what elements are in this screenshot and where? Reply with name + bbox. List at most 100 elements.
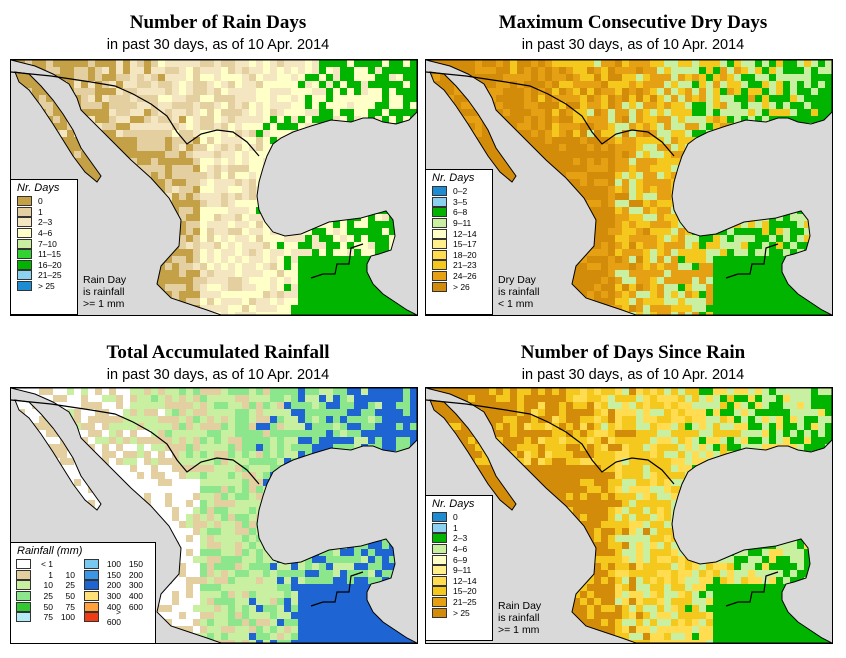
note-line: >= 1 mm bbox=[83, 298, 125, 310]
legend-range-high: 75 bbox=[65, 601, 75, 612]
note-line: is rainfall bbox=[498, 286, 540, 298]
legend-swatch bbox=[16, 569, 31, 580]
legend-range-low: 150 bbox=[106, 569, 121, 580]
map-canvas bbox=[426, 60, 832, 315]
legend-swatch bbox=[432, 597, 447, 608]
legend-label: 0–2 bbox=[453, 186, 468, 197]
legend-entry: 150 200 bbox=[84, 569, 152, 581]
legend-swatch bbox=[17, 238, 32, 249]
note-line: Rain Day bbox=[498, 600, 542, 612]
legend-label: 3–5 bbox=[453, 196, 468, 207]
note-line: Rain Day bbox=[83, 274, 127, 286]
legend-range-low: 1 bbox=[48, 569, 53, 580]
legend-entry: 7–10 bbox=[17, 238, 77, 249]
legend-swatch bbox=[432, 207, 447, 218]
note-line: is rainfall bbox=[498, 612, 540, 624]
coastline bbox=[14, 71, 102, 183]
legend-swatch bbox=[432, 218, 447, 229]
legend-entry: 15–20 bbox=[432, 586, 492, 597]
legend-entry: 100 150 bbox=[84, 559, 152, 570]
legend-label: 12–14 bbox=[453, 575, 477, 586]
legend-swatch bbox=[432, 260, 447, 271]
legend-swatch bbox=[84, 591, 99, 602]
legend-entry: > 600 bbox=[84, 607, 152, 627]
legend-swatch bbox=[432, 281, 447, 292]
max-dry-days-map bbox=[425, 59, 833, 316]
legend-entry: 12–14 bbox=[432, 228, 492, 239]
legend-label: 6–9 bbox=[453, 554, 468, 565]
legend-swatch bbox=[17, 196, 32, 207]
legend-entry: 25 50 bbox=[16, 591, 84, 602]
legend-label: 0 bbox=[38, 196, 43, 207]
coastline bbox=[14, 399, 102, 511]
coastline bbox=[426, 60, 832, 315]
legend-label: 15–17 bbox=[453, 239, 477, 250]
legend-range-high: 400 bbox=[128, 591, 143, 602]
map-legend: Nr. Days 0 1 2–3 4–6 6–9 9–11 12–14 15–20 21–25 >… bbox=[425, 495, 493, 641]
legend-swatch bbox=[17, 281, 32, 292]
legend-swatch bbox=[432, 544, 447, 555]
legend-entry: 0 bbox=[432, 512, 492, 523]
note-line: >= 1 mm bbox=[498, 624, 540, 636]
legend-entry: 21–25 bbox=[432, 597, 492, 608]
note-line: < 1 mm bbox=[498, 298, 534, 310]
legend-swatch bbox=[432, 533, 447, 544]
legend-entry: 2–3 bbox=[17, 217, 77, 228]
legend-entry: 200 300 bbox=[84, 580, 152, 591]
legend-swatch bbox=[432, 249, 447, 260]
legend-label: 18–20 bbox=[453, 249, 477, 260]
legend-range-low: 300 bbox=[106, 591, 121, 602]
legend-label: 4–6 bbox=[453, 544, 468, 555]
country-border bbox=[426, 71, 675, 157]
legend-swatch bbox=[17, 270, 32, 281]
legend-entry: 0 bbox=[17, 196, 77, 207]
legend-label: > 25 bbox=[38, 281, 55, 292]
legend-range-high: 100 bbox=[60, 612, 75, 623]
legend-swatch bbox=[84, 612, 99, 623]
days-since-rain-map bbox=[425, 387, 833, 644]
coastline bbox=[11, 60, 417, 315]
legend-note: Rain Day is rainfall >= 1 mm bbox=[498, 600, 541, 636]
legend-entry: 15–17 bbox=[432, 239, 492, 250]
legend-swatch bbox=[16, 591, 31, 602]
legend-label: 16–20 bbox=[38, 259, 62, 270]
legend-label: 7–10 bbox=[38, 238, 57, 249]
legend-range-low: 50 bbox=[43, 601, 53, 612]
legend-entry: 1 bbox=[17, 206, 77, 218]
legend-label: 6–8 bbox=[453, 207, 468, 218]
legend-title: Nr. Days bbox=[432, 172, 475, 184]
legend-swatch bbox=[16, 601, 31, 612]
panel-title: Number of Days Since Rain bbox=[520, 342, 746, 363]
legend-entry: 1 10 bbox=[16, 569, 84, 581]
map-canvas bbox=[426, 388, 832, 643]
legend-note: Dry Day is rainfall < 1 mm bbox=[498, 274, 539, 310]
legend-swatch bbox=[432, 607, 447, 618]
legend-entry: 21–25 bbox=[17, 270, 77, 281]
legend-swatch bbox=[17, 217, 32, 228]
legend-range-low: < 1 bbox=[40, 559, 53, 570]
legend-entry: 4–6 bbox=[432, 544, 492, 555]
map-legend: Nr. Days 0 1 2–3 4–6 7–10 11–15 16–20 21–25 > 25 bbox=[10, 179, 78, 315]
country-border bbox=[725, 571, 779, 607]
legend-label: 12–14 bbox=[453, 228, 477, 239]
legend-swatch bbox=[84, 559, 99, 570]
legend-note: Rain Day is rainfall >= 1 mm bbox=[83, 274, 126, 310]
legend-entry: 12–14 bbox=[432, 575, 492, 587]
legend-range-high: 10 bbox=[65, 569, 75, 580]
legend-entry: 18–20 bbox=[432, 249, 492, 261]
panel-subtitle: in past 30 days, as of 10 Apr. 2014 bbox=[521, 37, 745, 53]
legend-swatch bbox=[16, 559, 31, 570]
legend-label: 1 bbox=[38, 206, 43, 217]
legend-swatch bbox=[432, 512, 447, 523]
legend-entry: < 1 bbox=[16, 559, 84, 570]
country-border bbox=[310, 571, 364, 607]
legend-swatch bbox=[16, 612, 31, 623]
legend-label: > 25 bbox=[453, 607, 470, 618]
panel-subtitle: in past 30 days, as of 10 Apr. 2014 bbox=[106, 37, 330, 53]
legend-swatch bbox=[17, 228, 32, 239]
legend-entry: 9–11 bbox=[432, 565, 492, 576]
legend-entry: 2–3 bbox=[432, 533, 492, 544]
legend-range-low: 75 bbox=[43, 612, 53, 623]
legend-label: 0 bbox=[453, 512, 458, 523]
legend-label: 21–25 bbox=[38, 270, 62, 281]
